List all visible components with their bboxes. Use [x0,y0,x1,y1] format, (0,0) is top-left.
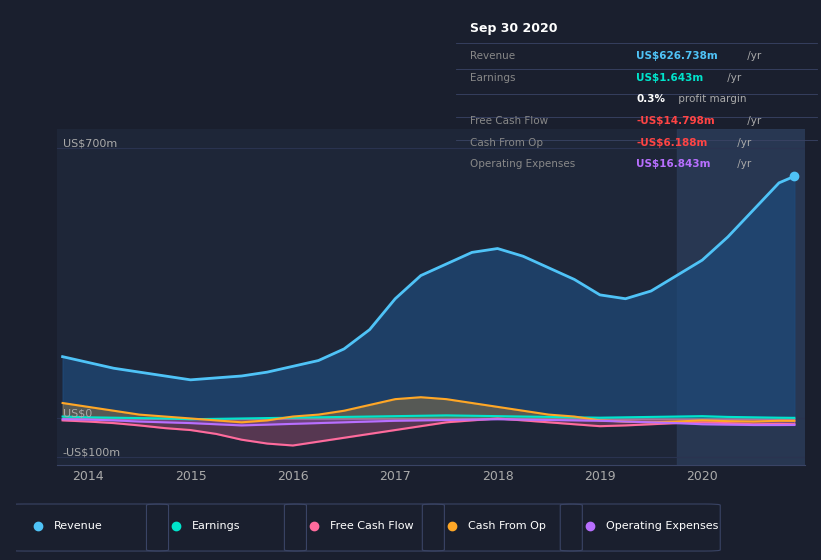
Text: Cash From Op: Cash From Op [470,138,544,148]
Text: Free Cash Flow: Free Cash Flow [330,521,414,531]
Text: /yr: /yr [724,73,741,83]
Text: US$700m: US$700m [62,138,117,148]
Text: Operating Expenses: Operating Expenses [470,159,576,169]
Bar [677,129,805,465]
Text: /yr: /yr [734,138,751,148]
Text: -US$14.798m: -US$14.798m [636,116,715,126]
Text: -US$100m: -US$100m [62,447,121,457]
Text: /yr: /yr [734,159,751,169]
Text: US$1.643m: US$1.643m [636,73,704,83]
Text: Earnings: Earnings [470,73,516,83]
Text: profit margin: profit margin [676,94,747,104]
Text: 0.3%: 0.3% [636,94,665,104]
Text: /yr: /yr [744,50,761,60]
Text: Free Cash Flow: Free Cash Flow [470,116,548,126]
Text: Operating Expenses: Operating Expenses [606,521,718,531]
Text: US$16.843m: US$16.843m [636,159,711,169]
Text: /yr: /yr [744,116,761,126]
Text: Revenue: Revenue [470,50,516,60]
Text: Cash From Op: Cash From Op [468,521,546,531]
Text: Earnings: Earnings [192,521,241,531]
Text: -US$6.188m: -US$6.188m [636,138,708,148]
Text: US$626.738m: US$626.738m [636,50,718,60]
Text: Sep 30 2020: Sep 30 2020 [470,22,557,35]
Text: US$0: US$0 [62,408,92,418]
Text: Revenue: Revenue [54,521,103,531]
